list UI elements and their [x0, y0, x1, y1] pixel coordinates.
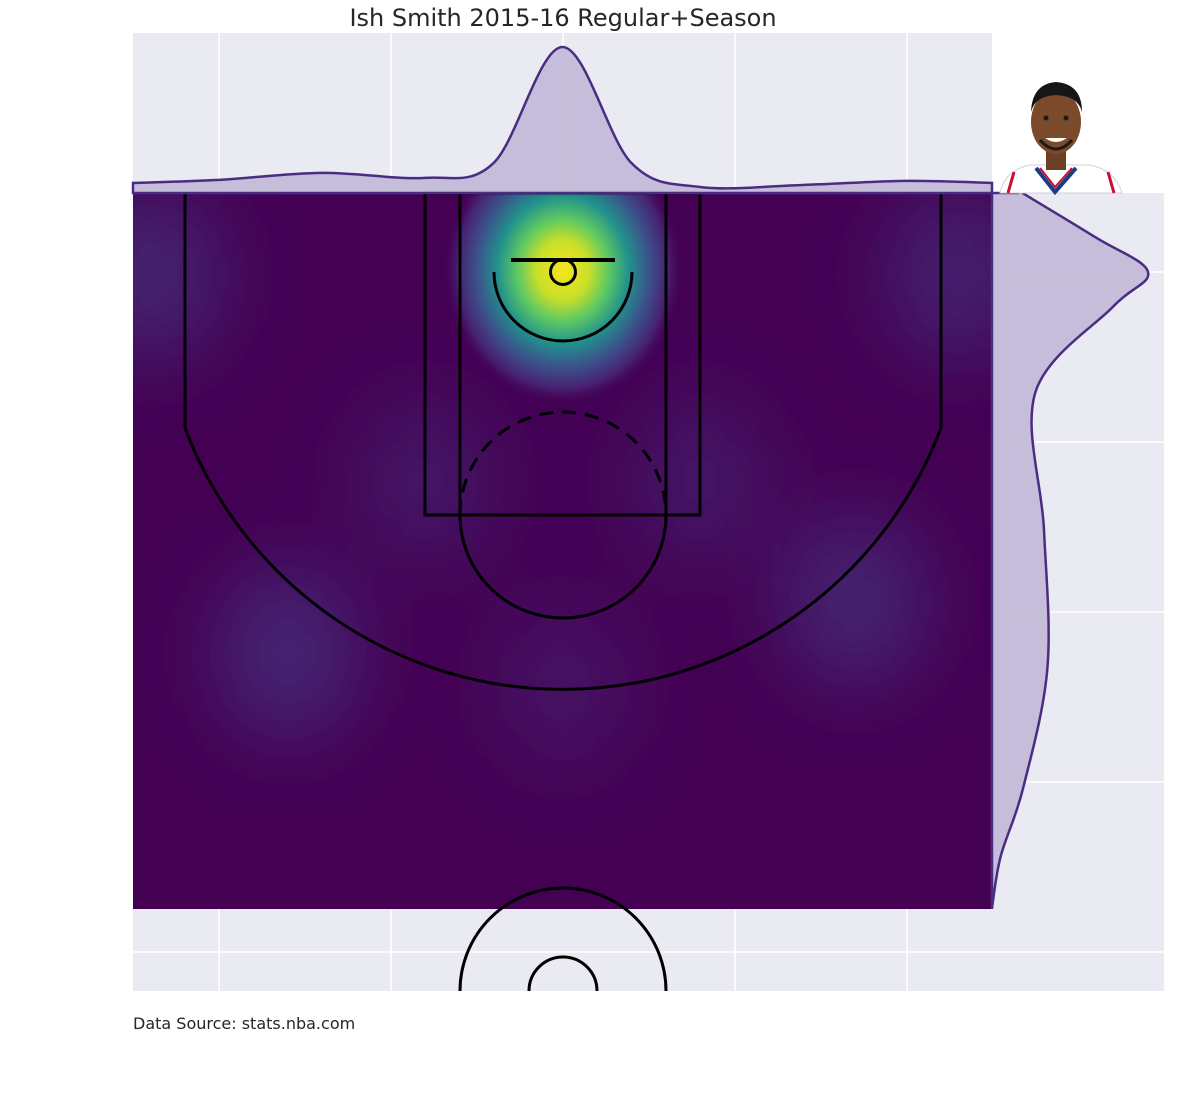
rim-hotspot [443, 193, 683, 405]
lower-court-panel [133, 909, 992, 991]
restricted-area [492, 271, 634, 343]
data-source: Data Source: stats.nba.com [133, 1014, 355, 1033]
three-point-arc [183, 427, 943, 691]
hotspot [133, 193, 221, 360]
center-circle-inner [527, 955, 599, 991]
court-lines [183, 191, 943, 991]
chart-title: Ish Smith 2015-16 Regular+Season [349, 4, 776, 32]
free-throw-top [458, 514, 668, 620]
free-throw-bottom [458, 410, 668, 516]
density-heatmap [133, 193, 992, 909]
player-headshot-icon [999, 82, 1123, 196]
center-circle-outer [458, 886, 668, 991]
hoop [549, 258, 577, 286]
hotspot [784, 516, 925, 687]
y-marginal-density [990, 188, 1150, 909]
x-marginal-density [131, 45, 994, 195]
hotspot [492, 602, 633, 773]
hotspot [217, 567, 358, 738]
